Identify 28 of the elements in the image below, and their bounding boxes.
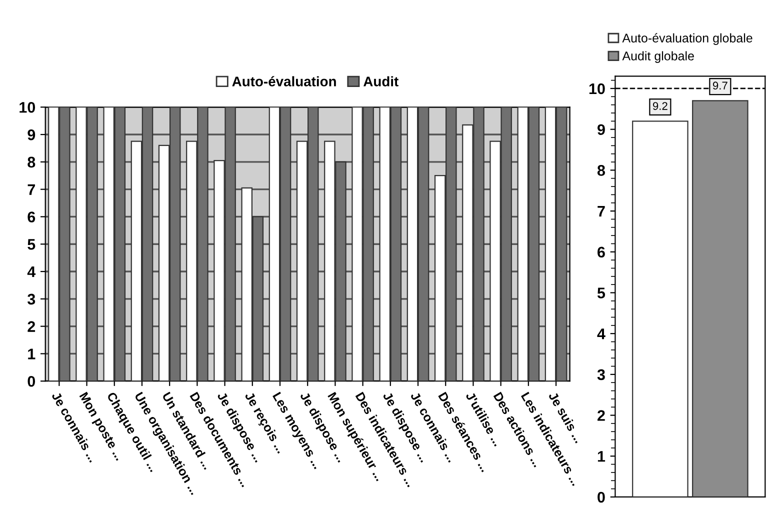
y-tick-label: 10 [589, 83, 605, 94]
y-tick-label: 5 [28, 239, 36, 250]
y-tick-label: 2 [598, 410, 605, 421]
y-tick-label: 9 [28, 129, 36, 140]
y-tick-label: 8 [28, 156, 36, 168]
y-tick-label: 0 [28, 376, 36, 387]
y-tick-label: 2 [28, 321, 36, 332]
y-tick-label: 9 [598, 124, 605, 136]
legend-label: Audit [364, 76, 398, 86]
y-tick-label: 5 [597, 288, 606, 298]
y-tick-label: 6 [28, 212, 36, 222]
y-tick-label: 4 [27, 266, 36, 278]
y-tick-label: 10 [20, 102, 36, 113]
y-tick-label: 7 [28, 184, 35, 195]
y-tick-label: 6 [598, 246, 605, 258]
legend-label: Auto-évaluation globale [622, 33, 752, 45]
data-label: 9.2 [652, 102, 668, 110]
y-tick-label: 1 [28, 348, 36, 360]
y-tick-label: 7 [598, 206, 605, 217]
y-tick-label: 3 [597, 369, 605, 380]
y-tick-label: 4 [597, 328, 606, 340]
y-tick-label: 3 [28, 294, 36, 305]
y-tick-label: 8 [597, 165, 606, 176]
legend-label: Audit globale [622, 51, 694, 63]
legend-label: Auto-évaluation [232, 76, 336, 86]
data-label: 9.7 [712, 82, 728, 90]
y-tick-label: 1 [598, 451, 606, 462]
y-tick-label: 0 [598, 492, 605, 503]
